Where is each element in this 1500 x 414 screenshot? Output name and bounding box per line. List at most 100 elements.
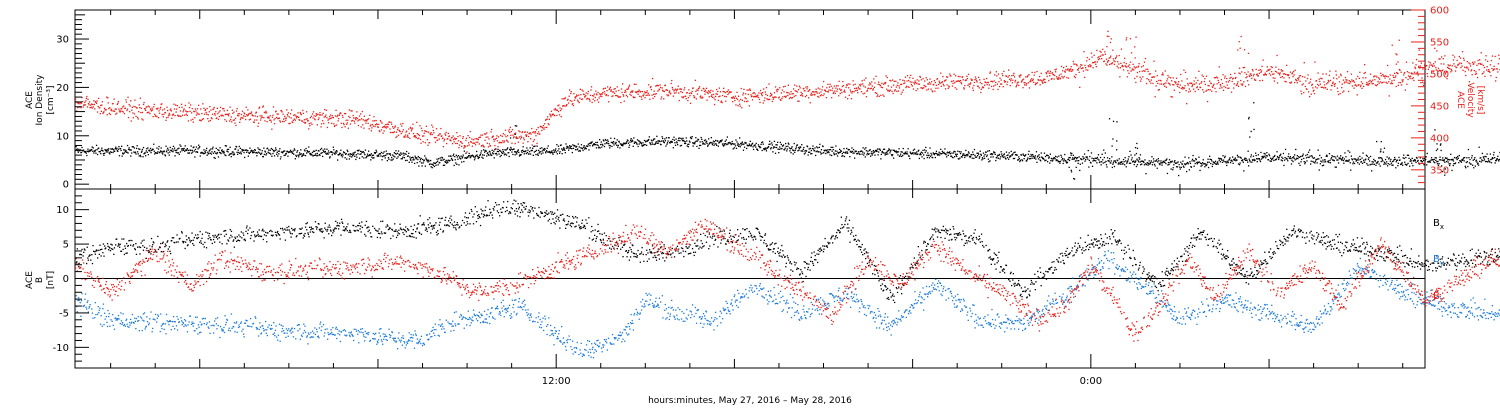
- velocity-point-1497: [875, 76, 876, 77]
- velocity-point-569: [379, 131, 380, 132]
- velocity-point-734: [467, 135, 468, 136]
- density-point-1865: [1072, 157, 1073, 158]
- density-spike-5-4: [1381, 141, 1382, 142]
- density-point-1815: [1045, 160, 1046, 161]
- density-point-2452: [1386, 161, 1387, 162]
- density-point-874: [542, 152, 543, 153]
- density-point-2507: [1415, 162, 1416, 163]
- density-point-1538: [897, 154, 898, 155]
- velocity-point-1614: [938, 84, 939, 85]
- velocity-point-1618: [940, 73, 941, 74]
- density-point-1556: [907, 153, 908, 154]
- velocity-point-627: [410, 128, 411, 129]
- velocity-point-1179: [705, 91, 706, 92]
- velocity-point-1070: [647, 95, 648, 96]
- density-point-1608: [935, 157, 936, 158]
- density-point-2165: [1233, 163, 1234, 164]
- density-point-1635: [949, 151, 950, 152]
- density-point-2386: [1351, 156, 1352, 157]
- density-point-1146: [688, 146, 689, 147]
- velocity-point-1511: [883, 84, 884, 85]
- density-point-460: [321, 148, 322, 149]
- density-point-2403: [1360, 159, 1361, 160]
- velocity-point-240: [203, 108, 204, 109]
- density-point-437: [309, 151, 310, 152]
- velocity-point-1242: [739, 104, 740, 105]
- density-point-1061: [642, 142, 643, 143]
- velocity-point-1150: [690, 103, 691, 104]
- velocity-point-375: [276, 110, 277, 111]
- velocity-point-1116: [672, 87, 673, 88]
- velocity-point-1695: [981, 83, 982, 84]
- velocity-point-1164: [697, 90, 698, 91]
- velocity-point-491: [338, 120, 339, 121]
- density-point-1628: [945, 154, 946, 155]
- velocity-point-201: [183, 111, 184, 112]
- velocity-point-691: [444, 133, 445, 134]
- velocity-point-964: [590, 89, 591, 90]
- density-point-1495: [874, 155, 875, 156]
- velocity-point-560: [374, 126, 375, 127]
- density-point-1350: [797, 144, 798, 145]
- velocity-point-76: [116, 109, 117, 110]
- density-point-1478: [865, 147, 866, 148]
- density-point-2028: [1159, 164, 1160, 165]
- velocity-point-493: [339, 115, 340, 116]
- density-point-1170: [701, 137, 702, 138]
- velocity-point-189: [176, 108, 177, 109]
- velocity-point-757: [480, 137, 481, 138]
- velocity-point-1588: [924, 80, 925, 81]
- density-point-2199: [1251, 154, 1252, 155]
- density-point-1101: [664, 142, 665, 143]
- density-point-539: [363, 157, 364, 158]
- density-point-558: [373, 157, 374, 158]
- density-point-2618: [1475, 166, 1476, 167]
- velocity-point-1291: [765, 94, 766, 95]
- velocity-point-718: [459, 144, 460, 145]
- density-point-1850: [1064, 154, 1065, 155]
- velocity-point-1483: [868, 88, 869, 89]
- density-point-1988: [1138, 161, 1139, 162]
- density-point-415: [297, 150, 298, 151]
- density-point-2577: [1453, 160, 1454, 161]
- density-point-725: [463, 155, 464, 156]
- density-point-1591: [926, 150, 927, 151]
- density-point-170: [166, 151, 167, 152]
- velocity-point-1724: [997, 84, 998, 85]
- density-point-2333: [1322, 160, 1323, 161]
- density-point-567: [378, 156, 379, 157]
- density-point-716: [458, 155, 459, 156]
- velocity-point-128: [143, 102, 144, 103]
- velocity-point-762: [482, 145, 483, 146]
- density-point-622: [408, 155, 409, 156]
- density-point-2250: [1278, 159, 1279, 160]
- velocity-point-744: [473, 139, 474, 140]
- density-point-384: [280, 156, 281, 157]
- density-point-2571: [1450, 163, 1451, 164]
- density-point-607: [400, 155, 401, 156]
- velocity-point-407: [293, 120, 294, 121]
- velocity-point-601: [396, 136, 397, 137]
- density-point-1753: [1012, 153, 1013, 154]
- density-point-1530: [893, 158, 894, 159]
- density-point-645: [420, 159, 421, 160]
- density-point-942: [579, 146, 580, 147]
- velocity-point-632: [413, 133, 414, 134]
- density-point-1848: [1063, 160, 1064, 161]
- density-point-1108: [667, 140, 668, 141]
- density-point-2184: [1243, 162, 1244, 163]
- density-point-1281: [760, 147, 761, 148]
- density-point-2290: [1299, 165, 1300, 166]
- density-point-2145: [1222, 162, 1223, 163]
- velocity-point-99: [128, 117, 129, 118]
- density-point-5: [78, 152, 79, 153]
- density-point-2477: [1399, 159, 1400, 160]
- velocity-point-943: [579, 98, 580, 99]
- density-point-1065: [644, 144, 645, 145]
- density-point-623: [408, 153, 409, 154]
- density-point-1539: [898, 151, 899, 152]
- velocity-point-1657: [961, 83, 962, 84]
- density-point-2631: [1482, 153, 1483, 154]
- density-point-2628: [1480, 157, 1481, 158]
- density-point-1600: [930, 153, 931, 154]
